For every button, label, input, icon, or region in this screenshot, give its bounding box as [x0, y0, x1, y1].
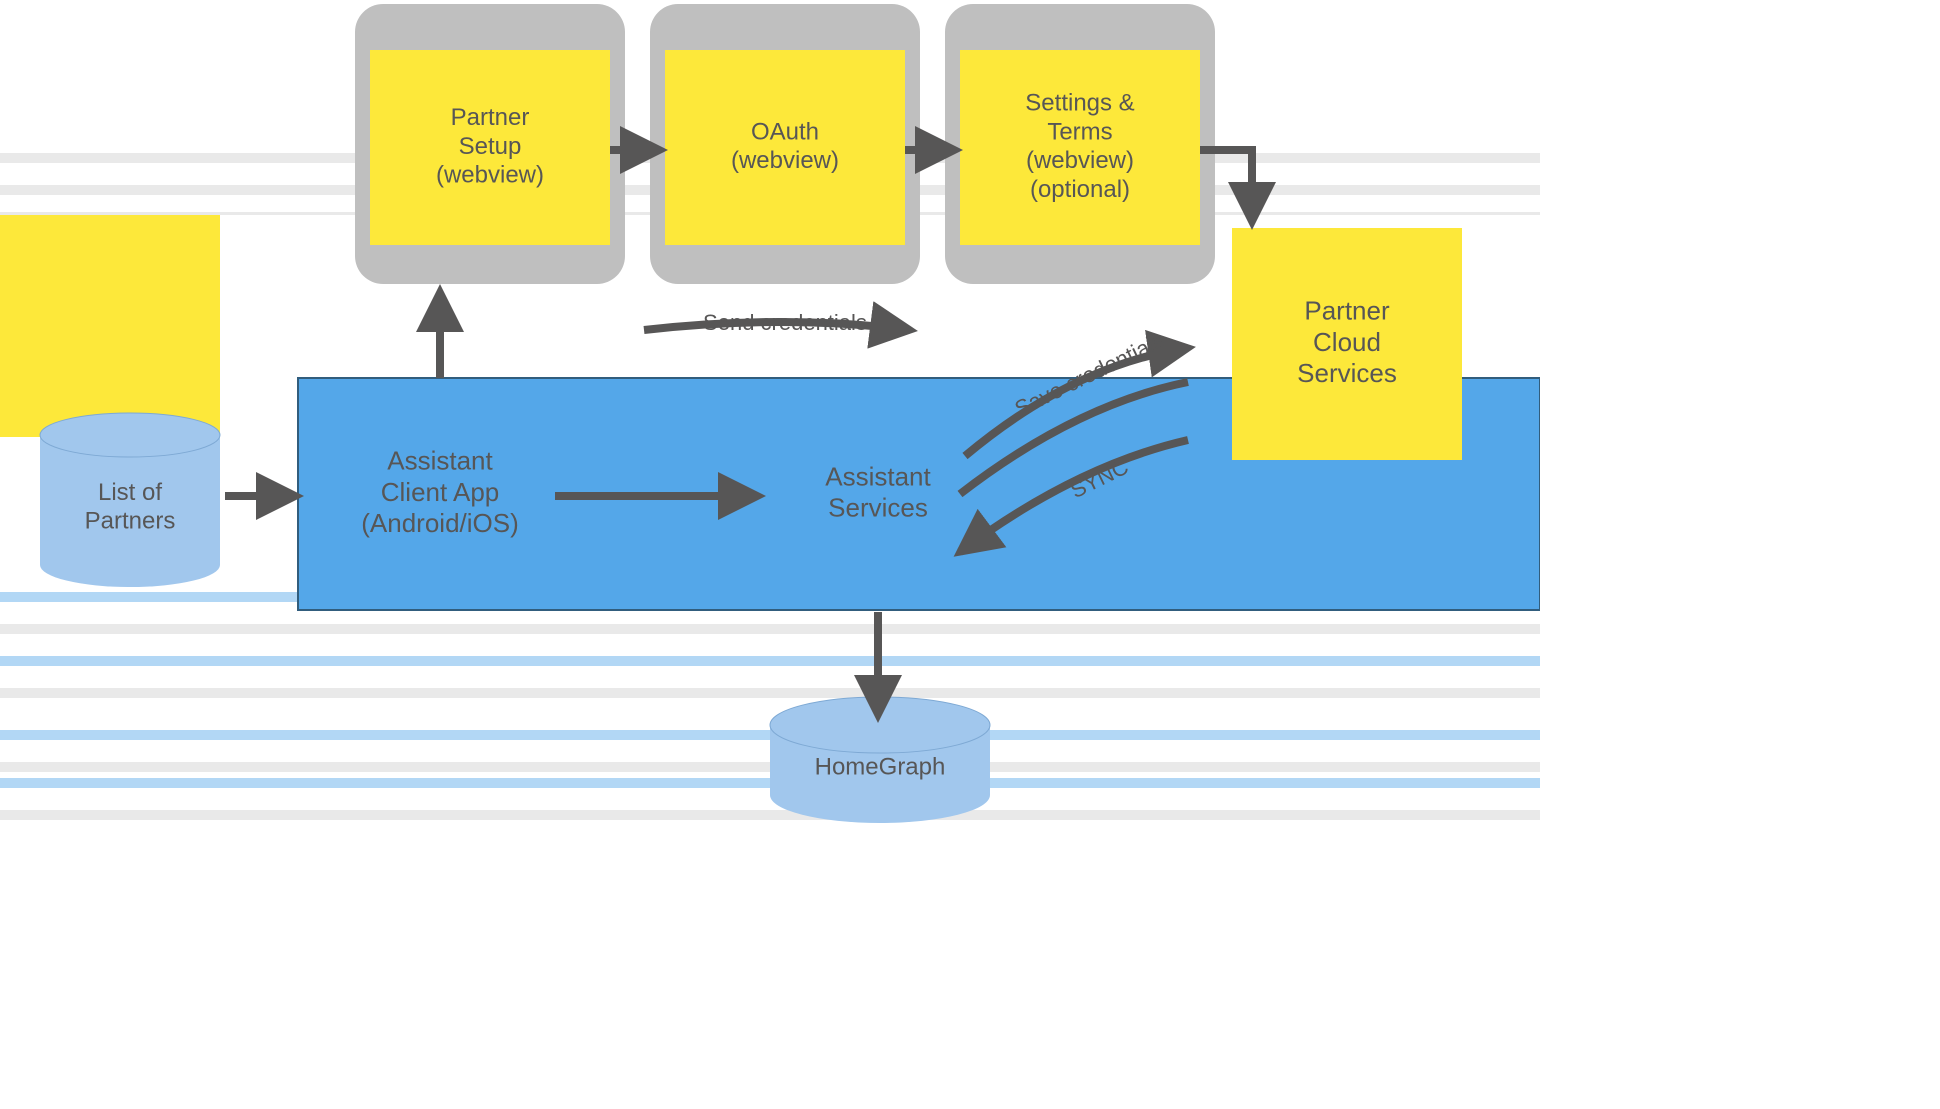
- bg-stripe-gray: [0, 688, 1540, 698]
- homegraph-label: HomeGraph: [815, 753, 946, 780]
- assistant-client-label: Assistant: [387, 446, 493, 476]
- assistant-services-label: Assistant: [825, 461, 931, 491]
- assistant-services-label: Services: [828, 492, 928, 522]
- phone-screen-label: (webview): [436, 162, 544, 189]
- list-cylinder-top: [40, 413, 220, 457]
- assistant-client-label: (Android/iOS): [361, 508, 519, 538]
- assistant-client-label: Client App: [381, 477, 500, 507]
- phone-screen-label: (webview): [1026, 147, 1134, 174]
- bg-stripe-gray: [0, 624, 1540, 634]
- phone-screen-label: (webview): [731, 147, 839, 174]
- phone-screen-label: (optional): [1030, 176, 1130, 203]
- partner-cloud-label: Partner: [1304, 296, 1390, 326]
- partner-cloud-label: Services: [1297, 358, 1397, 388]
- list-cylinder-label: List of: [98, 479, 162, 506]
- phone-screen-label: Terms: [1047, 118, 1112, 145]
- partner-cloud-label: Cloud: [1313, 327, 1381, 357]
- bg-stripe-gray: [0, 810, 1540, 820]
- left-yellow-panel: [0, 215, 220, 437]
- list-cylinder-label: Partners: [85, 508, 176, 535]
- edge-label: Send credentials: [703, 310, 867, 335]
- phone-screen-label: Settings &: [1025, 90, 1134, 117]
- phone-screen-label: Partner: [451, 104, 530, 131]
- phone-screen-label: Setup: [459, 133, 522, 160]
- phone-screen-label: OAuth: [751, 118, 819, 145]
- bg-stripe-blue: [0, 656, 1540, 666]
